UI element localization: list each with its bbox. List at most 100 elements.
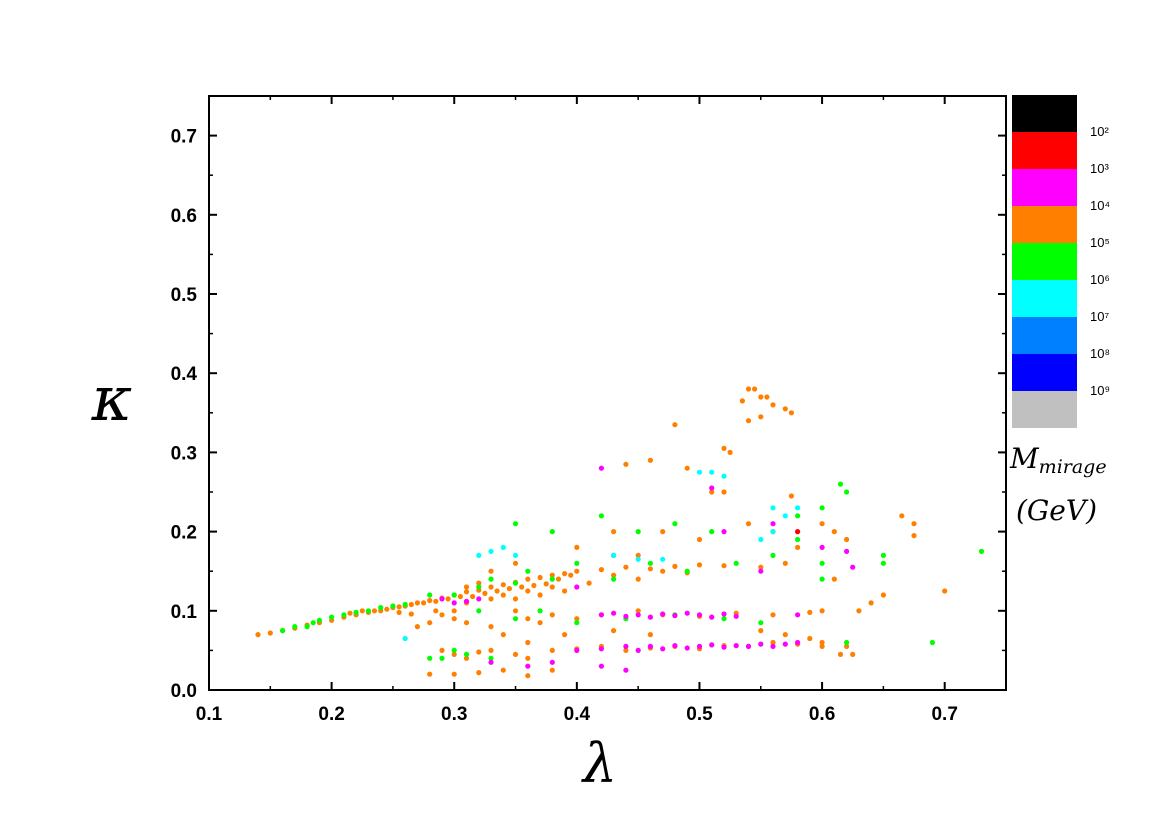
scatter-point — [574, 560, 580, 566]
scatter-point — [745, 521, 752, 527]
x-tick-label: 0.1 — [196, 704, 223, 725]
scatter-point — [709, 614, 715, 620]
scatter-point — [280, 628, 286, 634]
x-axis-title: λ — [581, 732, 617, 795]
colorbar-title-line1: Mmirage — [1009, 442, 1107, 478]
scatter-point — [451, 600, 457, 606]
scatter-point — [402, 635, 408, 642]
scatter-point — [433, 608, 439, 614]
scatter-point — [837, 651, 844, 658]
colorbar-label: 10⁵ — [1090, 235, 1110, 250]
scatter-point — [574, 568, 580, 574]
scatter-point — [819, 544, 825, 551]
scatter-point — [721, 611, 727, 617]
scatter-point — [611, 610, 617, 616]
colorbar-bin — [1012, 206, 1077, 243]
scatter-point — [758, 394, 764, 400]
scatter-point — [427, 655, 433, 661]
x-tick-label: 0.6 — [809, 704, 835, 725]
scatter-point — [868, 600, 874, 606]
scatter-point — [537, 608, 543, 614]
scatter-point — [611, 576, 617, 582]
scatter-point — [488, 596, 494, 602]
scatter-point — [623, 667, 629, 673]
y-tick-label: 0.5 — [171, 285, 198, 306]
scatter-point — [304, 624, 310, 630]
scatter-point — [782, 560, 788, 566]
scatter-point — [837, 481, 844, 487]
y-tick-label: 0.6 — [171, 206, 197, 227]
scatter-point — [463, 584, 470, 590]
scatter-point — [635, 552, 641, 559]
scatter-point — [770, 612, 776, 618]
scatter-point — [488, 647, 494, 654]
scatter-point — [500, 667, 506, 673]
scatter-point — [721, 489, 727, 495]
scatter-point — [647, 614, 654, 620]
scatter-point — [733, 643, 739, 649]
scatter-point — [733, 560, 739, 566]
scatter-point — [758, 564, 764, 570]
scatter-point — [525, 639, 531, 646]
scatter-point — [795, 536, 801, 543]
scatter-point — [512, 521, 519, 527]
scatter-point — [721, 529, 727, 535]
colorbar-bin — [1012, 317, 1077, 354]
scatter-point — [549, 667, 555, 673]
scatter-point — [635, 556, 641, 562]
scatter-point — [819, 576, 825, 582]
scatter-point — [758, 620, 764, 626]
scatter-point — [488, 584, 494, 590]
scatter-point — [721, 563, 727, 569]
scatter-point — [880, 592, 887, 598]
scatter-point — [365, 608, 371, 614]
scatter-point — [476, 649, 482, 655]
scatter-point — [384, 606, 390, 612]
scatter-point — [390, 603, 396, 609]
scatter-point — [427, 592, 433, 598]
scatter-point — [525, 588, 531, 594]
scatter-point — [494, 588, 500, 594]
scatter-point — [782, 513, 788, 519]
scatter-point — [549, 576, 555, 582]
x-tick-label: 0.3 — [441, 704, 467, 725]
scatter-point — [414, 600, 420, 606]
colorbar-label: 10⁹ — [1090, 383, 1110, 398]
plot-frame — [208, 95, 1007, 691]
scatter-point — [635, 529, 641, 535]
colorbar-bin — [1012, 169, 1077, 206]
scatter-point — [696, 536, 703, 543]
scatter-point — [684, 645, 690, 651]
scatter-point — [463, 620, 470, 626]
scatter-point — [512, 608, 519, 614]
scatter-point — [488, 655, 494, 661]
scatter-point — [488, 624, 494, 630]
scatter-point — [568, 572, 574, 578]
colorbar-bin — [1012, 132, 1077, 169]
scatter-point — [512, 596, 519, 602]
scatter-point — [788, 493, 795, 499]
scatter-point — [408, 611, 414, 617]
colorbar-bin — [1012, 280, 1077, 317]
scatter-point — [758, 628, 764, 634]
scatter-point — [647, 643, 654, 650]
scatter-point — [647, 560, 654, 566]
scatter-point — [598, 612, 605, 618]
scatter-point — [598, 646, 605, 652]
scatter-point — [549, 572, 555, 578]
scatter-point — [696, 612, 703, 618]
y-tick-label: 0.0 — [171, 681, 197, 702]
scatter-point — [623, 461, 629, 467]
scatter-point — [623, 647, 629, 654]
colorbar-bin — [1012, 243, 1077, 280]
scatter-point — [721, 644, 727, 650]
scatter-point — [500, 544, 506, 551]
scatter-point — [488, 568, 494, 574]
scatter-point — [574, 647, 580, 654]
scatter-point — [721, 445, 727, 451]
scatter-point — [819, 639, 825, 646]
scatter-point — [329, 614, 335, 620]
scatter-point — [476, 596, 482, 602]
scatter-point — [525, 616, 531, 622]
scatter-point — [758, 414, 764, 420]
